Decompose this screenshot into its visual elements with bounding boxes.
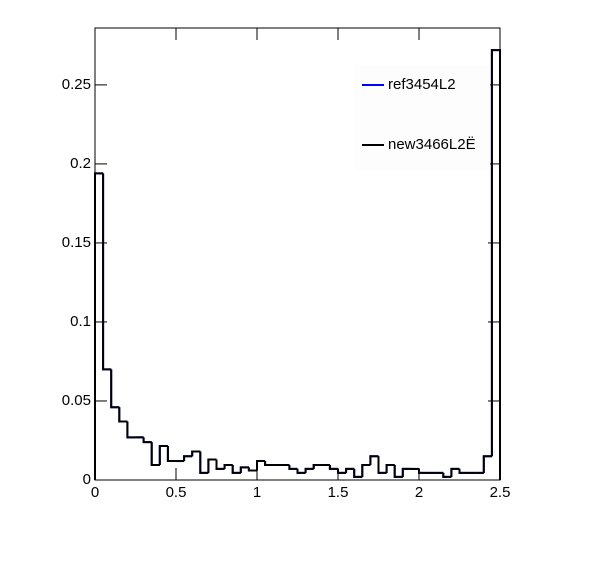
y-tick-label: 0.25: [62, 76, 91, 93]
hist-bin: [110, 369, 120, 409]
hist-bin: [264, 461, 274, 466]
hist-bin: [166, 446, 176, 463]
hist-bin: [482, 455, 492, 473]
x-tick-label: 2: [415, 484, 423, 501]
hist-bin: [490, 49, 501, 480]
y-tick-label: 0.2: [70, 155, 91, 172]
hist-bin: [126, 421, 136, 439]
x-tick-label: 1.5: [328, 484, 349, 501]
x-tick-label: 2.5: [490, 484, 511, 501]
hist-bin: [337, 468, 347, 474]
hist-bin: [418, 468, 428, 474]
hist-bin: [450, 467, 460, 477]
hist-bin: [247, 467, 257, 472]
hist-bin: [102, 173, 112, 371]
legend-label: ref3454L2: [388, 76, 456, 93]
hist-bin: [94, 172, 104, 480]
hist-bin: [183, 455, 193, 462]
hist-bin: [296, 468, 306, 474]
y-tick-label: 0: [83, 471, 91, 488]
hist-bin: [207, 458, 217, 473]
legend-label: new3466L2Ë: [388, 136, 476, 153]
hist-bin: [239, 466, 249, 473]
hist-bin: [256, 460, 266, 471]
hist-bin: [442, 472, 452, 478]
y-tick-label: 0.15: [62, 234, 91, 251]
hist-bin: [377, 456, 387, 474]
hist-bin: [231, 464, 241, 474]
hist-bin: [328, 464, 338, 470]
hist-bin: [304, 467, 314, 473]
hist-bin: [312, 463, 322, 469]
hist-bin: [199, 451, 209, 474]
hist-bin: [288, 464, 298, 470]
hist-bin: [393, 464, 403, 478]
hist-bin: [345, 467, 355, 473]
hist-bin: [361, 463, 371, 477]
hist-bin: [158, 445, 168, 465]
hist-bin: [385, 463, 395, 473]
hist-bin: [401, 467, 411, 477]
x-tick-label: 0.5: [166, 484, 187, 501]
y-tick-label: 0.1: [70, 313, 91, 330]
y-tick-label: 0.05: [62, 392, 91, 409]
x-tick-label: 1: [253, 484, 261, 501]
hist-bin: [191, 450, 201, 457]
hist-bin: [458, 468, 468, 474]
hist-bin: [223, 463, 233, 469]
hist-bin: [215, 459, 225, 470]
hist-bin: [150, 442, 160, 466]
legend-box: [355, 65, 490, 170]
hist-bin: [369, 455, 379, 465]
hist-bin: [118, 407, 128, 423]
hist-bin: [142, 437, 152, 444]
x-tick-label: 0: [91, 484, 99, 501]
hist-bin: [353, 468, 363, 478]
